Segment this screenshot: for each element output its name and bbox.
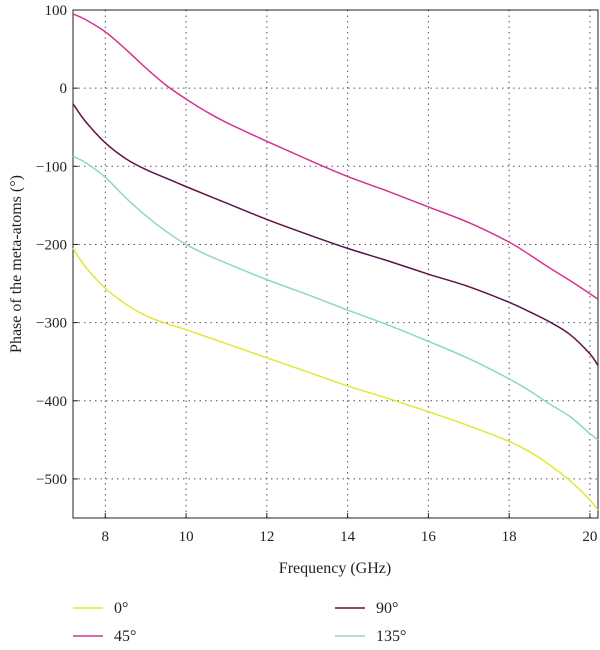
legend: 0° 90° 45° 135° <box>73 600 406 645</box>
series-line-3 <box>72 155 599 441</box>
legend-label-2: 90° <box>376 600 398 617</box>
grid-lines <box>73 9 598 518</box>
y-tick-label-2: −100 <box>36 159 67 175</box>
y-axis-ticks: 100 0 −100 −200 −300 −400 −500 <box>36 3 78 488</box>
series-line-1 <box>72 13 599 300</box>
x-tick-label-3: 14 <box>340 529 356 545</box>
x-tick-label-1: 10 <box>179 529 194 545</box>
series-lines <box>72 13 599 511</box>
x-tick-label-4: 16 <box>421 529 437 545</box>
y-tick-label-5: −400 <box>36 394 67 410</box>
x-axis-title: Frequency (GHz) <box>279 560 391 577</box>
legend-label-1: 45° <box>114 628 136 645</box>
legend-label-3: 135° <box>376 628 406 645</box>
x-tick-label-5: 18 <box>502 529 517 545</box>
y-tick-label-4: −300 <box>36 316 67 332</box>
series-line-0 <box>72 247 599 511</box>
y-tick-label-0: 100 <box>45 3 68 19</box>
y-tick-label-3: −200 <box>36 237 67 253</box>
x-axis-ticks: 8 10 12 14 16 18 20 <box>102 513 597 545</box>
plot-frame <box>72 9 599 519</box>
x-tick-label-6: 20 <box>582 529 597 545</box>
series-line-2 <box>72 103 599 367</box>
y-tick-label-6: −500 <box>36 472 67 488</box>
x-tick-label-0: 8 <box>102 529 110 545</box>
y-tick-label-1: 0 <box>60 81 68 97</box>
legend-label-0: 0° <box>114 600 128 617</box>
x-tick-label-2: 12 <box>259 529 274 545</box>
y-axis-title: Phase of the meta-atoms (°) <box>8 175 25 353</box>
